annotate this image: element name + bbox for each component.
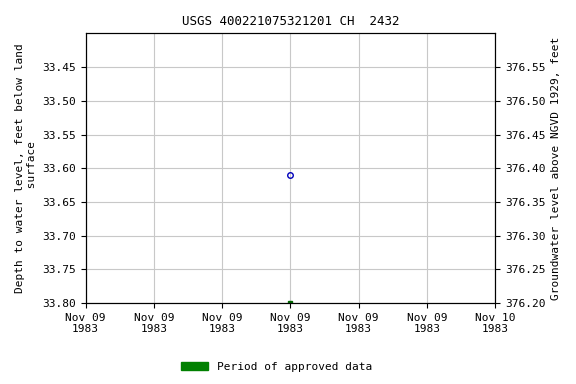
Y-axis label: Groundwater level above NGVD 1929, feet: Groundwater level above NGVD 1929, feet: [551, 36, 561, 300]
Legend: Period of approved data: Period of approved data: [176, 358, 377, 377]
Y-axis label: Depth to water level, feet below land
 surface: Depth to water level, feet below land su…: [15, 43, 37, 293]
Title: USGS 400221075321201 CH  2432: USGS 400221075321201 CH 2432: [181, 15, 399, 28]
